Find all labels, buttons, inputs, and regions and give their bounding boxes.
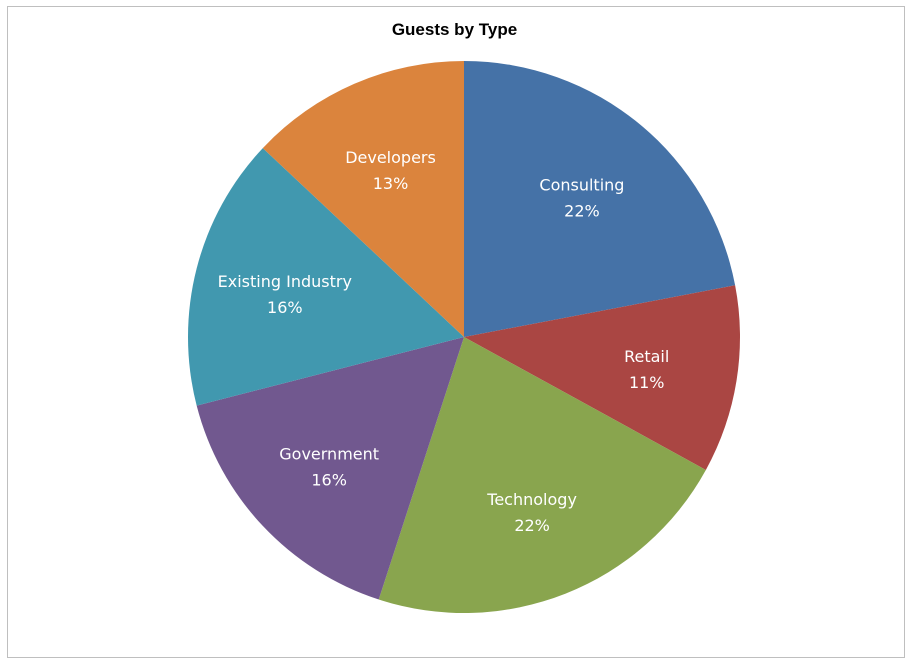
pie-slice-existing-industry [188, 148, 464, 406]
slice-category-label: Technology [486, 490, 577, 509]
slice-percent-label: 11% [629, 373, 665, 392]
pie-slice-consulting [464, 61, 736, 337]
slice-category-label: Retail [624, 347, 669, 366]
pie-slice-retail [464, 285, 740, 470]
slice-percent-label: 13% [373, 174, 409, 193]
pie-labels: Consulting 22% Retail 11% Technology 22% Gover… [218, 148, 670, 535]
slice-category-label: Government [279, 445, 379, 464]
slice-category-label: Existing Industry [218, 272, 352, 291]
chart-title: Guests by Type [391, 20, 518, 39]
pie-slice-government [196, 337, 464, 600]
pie-slice-developers [262, 61, 464, 337]
slice-category-label: Consulting [539, 175, 624, 194]
slice-percent-label: 16% [311, 471, 347, 490]
slice-percent-label: 16% [267, 298, 303, 317]
slice-percent-label: 22% [514, 516, 550, 535]
pie-slice-technology [378, 337, 706, 613]
pie-slices [188, 61, 740, 613]
slice-category-label: Developers [345, 148, 436, 167]
slice-percent-label: 22% [564, 201, 600, 220]
